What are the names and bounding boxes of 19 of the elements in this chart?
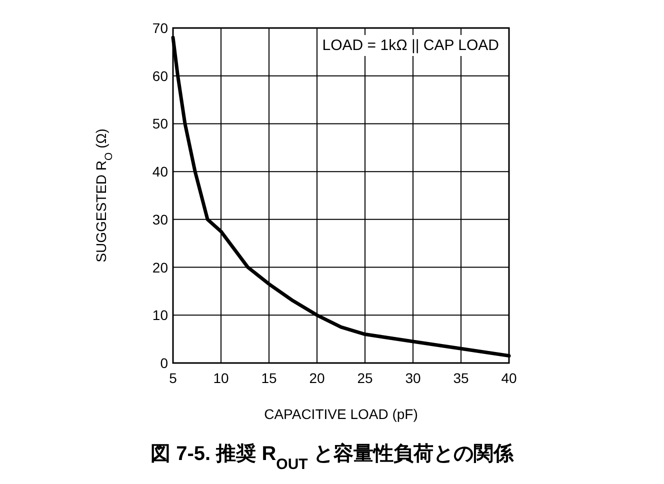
y-tick-label: 60 — [152, 68, 168, 84]
x-tick-label: 30 — [405, 370, 421, 386]
text: 図 7-5. 推奨 R$_{OUT}$ と容量性負荷との関係 — [150, 442, 514, 472]
x-tick-label: 20 — [309, 370, 325, 386]
x-tick-label: 10 — [213, 370, 229, 386]
annotation: LOAD = 1kΩ || CAP LOAD — [322, 37, 500, 54]
y-tick-label: 10 — [152, 307, 168, 324]
y-tick-label: 40 — [152, 164, 168, 180]
y-tick-label: 0 — [160, 355, 168, 371]
y-tick-label: 70 — [152, 20, 168, 36]
y-tick-label: 50 — [152, 116, 168, 132]
x-tick-label: 5 — [169, 370, 178, 386]
x-tick-label: 35 — [453, 370, 469, 386]
x-tick-label: 40 — [501, 370, 517, 386]
y-tick-label: 30 — [152, 211, 168, 228]
x-tick-label: 25 — [357, 370, 373, 386]
y-tick-label: 20 — [152, 259, 168, 276]
x-axis-title: CAPACITIVE LOAD (pF) — [264, 406, 418, 422]
x-tick-label: 15 — [261, 370, 277, 386]
